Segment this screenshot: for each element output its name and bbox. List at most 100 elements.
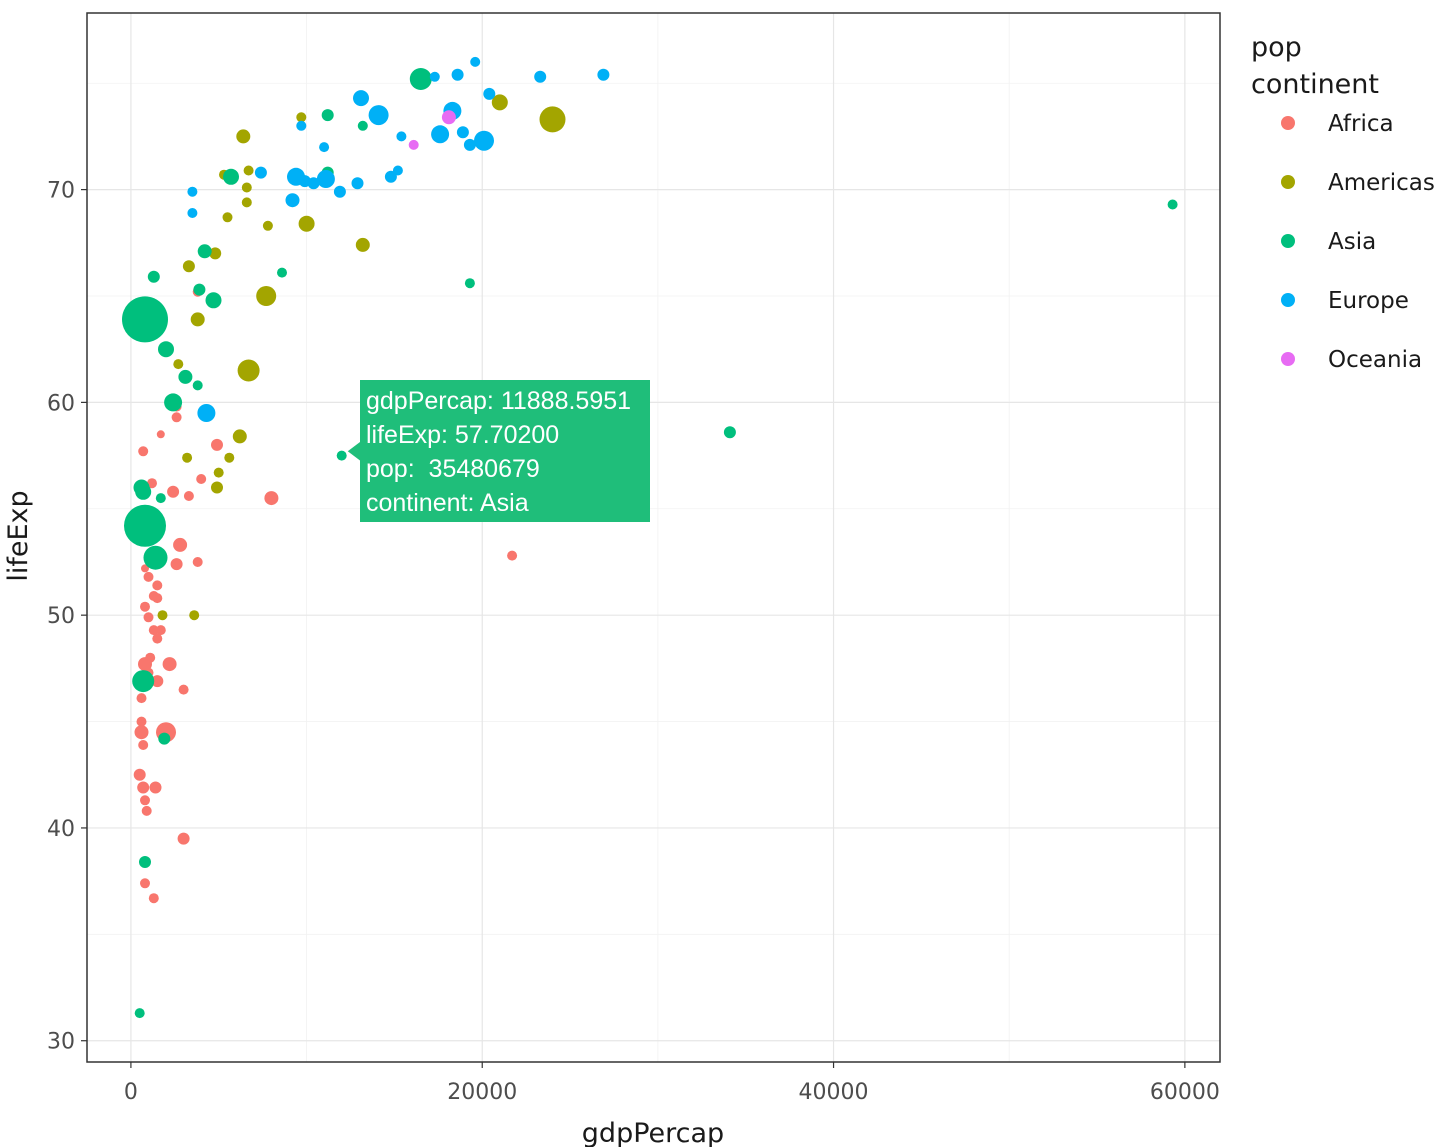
point-africa[interactable] — [136, 693, 147, 704]
point-americas[interactable] — [243, 165, 254, 176]
point-europe[interactable] — [254, 166, 267, 179]
point-europe[interactable] — [307, 177, 320, 190]
point-europe[interactable] — [333, 185, 346, 198]
point-africa[interactable] — [137, 781, 150, 794]
point-africa[interactable] — [136, 716, 147, 727]
point-americas[interactable] — [157, 610, 168, 621]
point-americas[interactable] — [237, 359, 260, 382]
point-africa[interactable] — [173, 537, 188, 552]
point-asia[interactable] — [192, 380, 203, 391]
point-americas[interactable] — [182, 452, 193, 463]
point-europe[interactable] — [429, 71, 440, 82]
point-asia[interactable] — [124, 504, 166, 547]
point-americas[interactable] — [296, 112, 307, 123]
point-asia[interactable] — [336, 450, 347, 461]
point-europe[interactable] — [296, 120, 307, 131]
point-africa[interactable] — [151, 675, 164, 688]
point-africa[interactable] — [156, 430, 165, 439]
point-asia[interactable] — [143, 545, 168, 570]
point-africa[interactable] — [155, 625, 166, 636]
point-americas[interactable] — [232, 429, 247, 444]
point-asia[interactable] — [164, 393, 183, 412]
point-africa[interactable] — [196, 474, 207, 484]
point-americas[interactable] — [355, 237, 370, 252]
point-asia[interactable] — [135, 483, 152, 500]
point-asia[interactable] — [122, 296, 168, 343]
data-points[interactable] — [122, 56, 1178, 1019]
point-americas[interactable] — [182, 260, 195, 273]
point-africa[interactable] — [152, 580, 163, 591]
point-africa[interactable] — [138, 740, 149, 750]
point-europe[interactable] — [197, 404, 216, 422]
point-americas[interactable] — [491, 94, 508, 111]
point-americas[interactable] — [241, 197, 252, 208]
point-africa[interactable] — [264, 491, 279, 506]
point-africa[interactable] — [167, 485, 180, 498]
point-africa[interactable] — [171, 412, 182, 423]
point-africa[interactable] — [133, 768, 146, 781]
point-asia[interactable] — [723, 426, 736, 439]
point-asia[interactable] — [1167, 199, 1178, 210]
point-africa[interactable] — [152, 593, 163, 604]
point-africa[interactable] — [140, 795, 150, 806]
point-americas[interactable] — [298, 215, 315, 232]
point-europe[interactable] — [483, 87, 496, 100]
point-africa[interactable] — [140, 878, 150, 889]
point-americas[interactable] — [211, 481, 223, 494]
point-asia[interactable] — [277, 267, 287, 278]
point-asia[interactable] — [464, 278, 475, 289]
point-europe[interactable] — [431, 125, 450, 144]
point-asia[interactable] — [193, 283, 206, 296]
point-europe[interactable] — [396, 131, 407, 142]
point-africa[interactable] — [138, 446, 149, 457]
point-asia[interactable] — [132, 670, 155, 693]
point-africa[interactable] — [148, 893, 159, 904]
point-africa[interactable] — [147, 478, 157, 489]
point-africa[interactable] — [152, 633, 163, 644]
point-asia[interactable] — [158, 732, 171, 745]
point-europe[interactable] — [319, 142, 330, 153]
point-africa[interactable] — [141, 564, 149, 573]
point-europe[interactable] — [474, 130, 494, 151]
point-europe[interactable] — [316, 170, 335, 188]
point-asia[interactable] — [134, 1008, 145, 1019]
point-africa[interactable] — [134, 725, 149, 740]
point-europe[interactable] — [534, 70, 547, 83]
point-asia[interactable] — [321, 109, 334, 122]
point-africa[interactable] — [140, 601, 150, 612]
point-oceania[interactable] — [441, 110, 456, 125]
point-americas[interactable] — [173, 359, 184, 370]
point-americas[interactable] — [262, 220, 273, 231]
point-europe[interactable] — [187, 208, 198, 218]
point-americas[interactable] — [256, 286, 277, 306]
point-americas[interactable] — [241, 182, 252, 193]
point-europe[interactable] — [187, 186, 198, 197]
point-africa[interactable] — [148, 625, 159, 636]
point-americas[interactable] — [213, 467, 224, 478]
point-asia[interactable] — [409, 68, 432, 90]
point-africa[interactable] — [192, 557, 203, 567]
point-africa[interactable] — [507, 550, 518, 561]
point-europe[interactable] — [470, 56, 481, 67]
point-africa[interactable] — [149, 781, 162, 794]
point-africa[interactable] — [162, 657, 177, 672]
point-americas[interactable] — [209, 247, 222, 260]
point-africa[interactable] — [178, 684, 189, 695]
point-africa[interactable] — [141, 805, 152, 816]
point-asia[interactable] — [158, 341, 174, 358]
point-europe[interactable] — [597, 68, 610, 81]
point-africa[interactable] — [143, 571, 154, 582]
point-americas[interactable] — [190, 312, 205, 327]
point-africa[interactable] — [183, 491, 194, 501]
point-europe[interactable] — [351, 177, 364, 190]
point-americas[interactable] — [189, 610, 200, 621]
point-americas[interactable] — [224, 452, 235, 463]
point-asia[interactable] — [139, 856, 151, 868]
point-americas[interactable] — [236, 129, 251, 144]
point-europe[interactable] — [456, 126, 469, 139]
point-americas[interactable] — [539, 106, 566, 133]
point-africa[interactable] — [170, 558, 183, 571]
point-europe[interactable] — [285, 193, 300, 208]
point-europe[interactable] — [368, 105, 389, 126]
point-asia[interactable] — [357, 120, 368, 131]
